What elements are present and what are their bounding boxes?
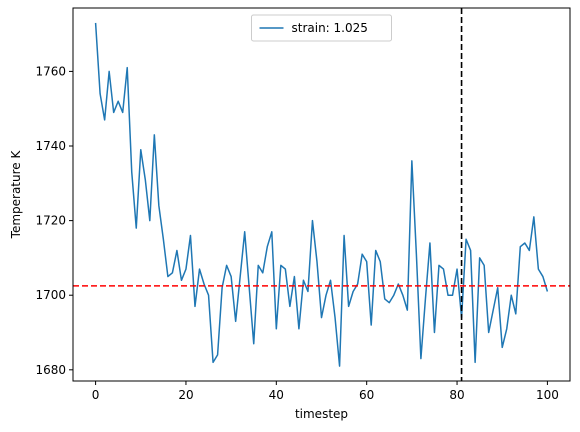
y-axis-label: Temperature K [9, 150, 23, 240]
y-tick-label: 1740 [35, 139, 66, 153]
plot-frame [72, 7, 571, 382]
axes: 0 20 40 60 80 100 1680 1700 1720 1740 1760 [35, 64, 558, 402]
x-tick-label: 80 [449, 388, 464, 402]
plot-content [73, 8, 570, 381]
y-tick-label: 1700 [35, 288, 66, 302]
y-tick-label: 1720 [35, 214, 66, 228]
series-line-0 [94, 22, 549, 367]
x-tick-label: 20 [178, 388, 193, 402]
x-tick-label: 100 [536, 388, 559, 402]
x-tick-label: 40 [269, 388, 284, 402]
plot-area [73, 8, 570, 381]
x-tick-label: 0 [92, 388, 100, 402]
y-tick-label: 1680 [35, 363, 66, 377]
y-tick-label: 1760 [35, 64, 66, 78]
legend: strain: 1.025 [251, 14, 392, 42]
legend-box [251, 14, 392, 42]
legend-label: strain: 1.025 [292, 21, 368, 35]
x-axis-label: timestep [295, 407, 348, 421]
x-tick-label: 60 [359, 388, 374, 402]
